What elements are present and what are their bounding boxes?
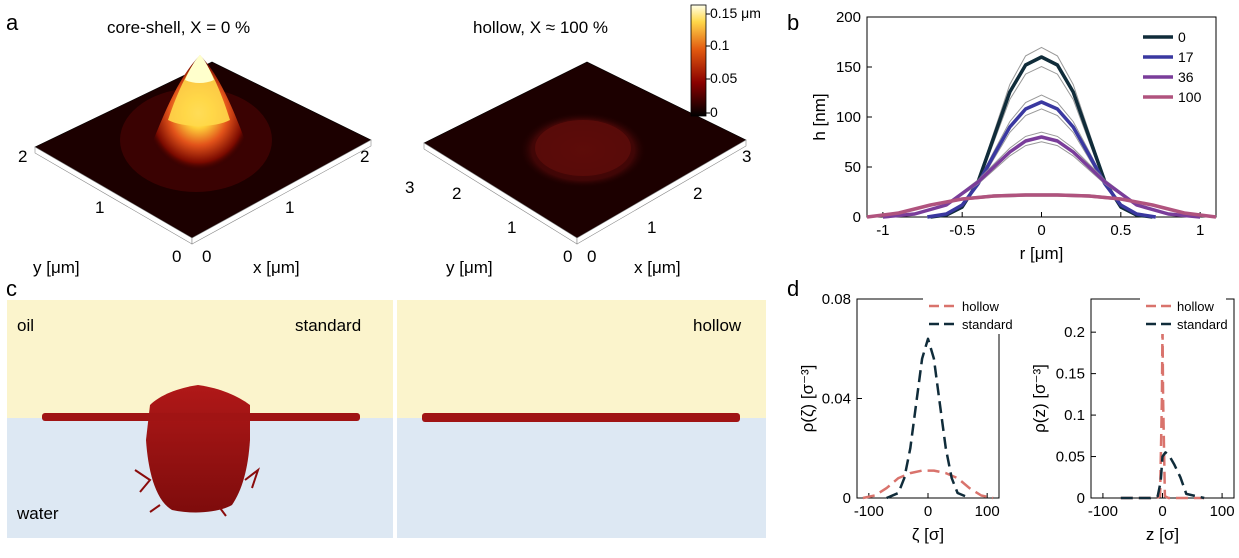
legend-box bbox=[1140, 294, 1226, 334]
x-axis-label: ζ [σ] bbox=[912, 525, 944, 544]
colorbar bbox=[690, 4, 707, 117]
y-tick-label: 0.08 bbox=[822, 291, 851, 308]
colorbar-tick-3: 0 bbox=[710, 104, 718, 120]
panel-a-left-xlabel: x [μm] bbox=[253, 258, 300, 277]
water-label: water bbox=[16, 504, 59, 523]
series-line-standard bbox=[1120, 451, 1205, 500]
panel-a-left-tick-x1: 1 bbox=[285, 198, 294, 217]
panel-a-left-tick-y1: 1 bbox=[95, 198, 104, 217]
surface-plot-hollow bbox=[423, 61, 747, 245]
y-tick-label: 0 bbox=[1077, 490, 1085, 507]
panel-a-right-tick-x3: 3 bbox=[742, 147, 751, 166]
y-axis-label: ρ(ζ) [σ⁻³] bbox=[798, 365, 817, 433]
series-line-standard bbox=[886, 337, 970, 500]
panel-label-d: d bbox=[787, 276, 799, 301]
x-tick-label: 0 bbox=[924, 503, 932, 520]
y-tick-label: 0 bbox=[843, 490, 851, 507]
panel-label-b: b bbox=[787, 10, 799, 35]
y-axis-label: ρ(z) [σ⁻³] bbox=[1030, 364, 1049, 433]
simulation-hollow bbox=[397, 300, 766, 538]
x-tick-label: -100 bbox=[854, 503, 884, 520]
panel-a-left-tick-y0: 0 bbox=[172, 247, 181, 266]
x-tick-label: -0.5 bbox=[949, 222, 975, 239]
oil-label: oil bbox=[17, 316, 34, 335]
chart-height-profiles: -1 -0.5 0 0.5 1 0 50 100 150 200 r [μm] h [nm] 0 17 36… bbox=[810, 9, 1217, 263]
legend-label-standard: standard bbox=[1177, 317, 1228, 332]
y-tick-label: 50 bbox=[844, 159, 861, 176]
y-tick-label: 0.04 bbox=[822, 391, 851, 408]
y-tick-label: 150 bbox=[836, 59, 861, 76]
y-tick-label: 0.2 bbox=[1064, 324, 1085, 341]
panel-a-right-tick-y0: 0 bbox=[563, 247, 572, 266]
panel-a-left-tick-x2: 2 bbox=[360, 147, 369, 166]
x-tick-label: 1 bbox=[1196, 222, 1204, 239]
colorbar-tick-0: 0.15 μm bbox=[710, 5, 761, 21]
y-tick-label: 0 bbox=[853, 209, 861, 226]
simulation-standard bbox=[7, 300, 393, 538]
series-line-hollow bbox=[862, 469, 994, 500]
panel-a-right-title: hollow, X ≈ 100 % bbox=[473, 18, 608, 37]
legend-label-0: 0 bbox=[1178, 29, 1186, 45]
legend-label-hollow: hollow bbox=[1177, 299, 1214, 314]
panel-label-c: c bbox=[6, 276, 17, 301]
panel-a-right-tick-y2: 2 bbox=[452, 184, 461, 203]
legend-label-36: 36 bbox=[1178, 69, 1194, 85]
y-tick-label: 200 bbox=[836, 9, 861, 26]
legend-label-standard: standard bbox=[962, 317, 1013, 332]
x-tick-label: 100 bbox=[975, 503, 1000, 520]
panel-a-left-tick-y2: 2 bbox=[18, 147, 27, 166]
panel-a-left-ylabel: y [μm] bbox=[33, 258, 80, 277]
x-tick-label: -1 bbox=[876, 222, 889, 239]
panel-a-right-tick-x0: 0 bbox=[587, 247, 596, 266]
y-tick-label: 0.1 bbox=[1064, 407, 1085, 424]
panel-a-right-tick-y3: 3 bbox=[405, 178, 414, 197]
y-tick-label: 100 bbox=[836, 109, 861, 126]
plot-frame bbox=[866, 16, 1217, 218]
panel-a-right-tick-y1: 1 bbox=[507, 218, 516, 237]
panel-a-left-title: core-shell, X = 0 % bbox=[107, 18, 250, 37]
standard-label: standard bbox=[295, 316, 361, 335]
panel-a-left-tick-x0: 0 bbox=[202, 247, 211, 266]
surface-plot-core-shell bbox=[34, 55, 372, 245]
legend-label-hollow: hollow bbox=[962, 299, 999, 314]
panel-a-right-tick-x1: 1 bbox=[647, 218, 656, 237]
legend-box bbox=[923, 294, 1003, 334]
panel-label-a: a bbox=[6, 10, 19, 35]
panel-a-right-xlabel: x [μm] bbox=[634, 258, 681, 277]
y-axis-label: h [nm] bbox=[810, 93, 829, 140]
legend-label-100: 100 bbox=[1178, 89, 1202, 105]
series-line-36 bbox=[882, 135, 1201, 219]
colorbar-tick-2: 0.05 bbox=[710, 70, 737, 86]
legend-label-17: 17 bbox=[1178, 49, 1194, 65]
x-axis-label: r [μm] bbox=[1020, 244, 1064, 263]
y-tick-label: 0.15 bbox=[1056, 366, 1085, 383]
x-axis-label: z [σ] bbox=[1146, 525, 1179, 544]
panel-a-right-tick-x2: 2 bbox=[693, 184, 702, 203]
series-line-100 bbox=[866, 193, 1217, 219]
hollow-label: hollow bbox=[693, 316, 742, 335]
x-tick-label: 0 bbox=[1037, 222, 1045, 239]
y-tick-label: 0.05 bbox=[1056, 449, 1085, 466]
x-tick-label: 0 bbox=[1158, 503, 1166, 520]
colorbar-tick-1: 0.1 bbox=[710, 37, 730, 53]
x-tick-label: -100 bbox=[1088, 503, 1118, 520]
panel-a-right-ylabel: y [μm] bbox=[446, 258, 493, 277]
x-tick-label: 0.5 bbox=[1110, 222, 1131, 239]
x-tick-label: 100 bbox=[1210, 503, 1235, 520]
